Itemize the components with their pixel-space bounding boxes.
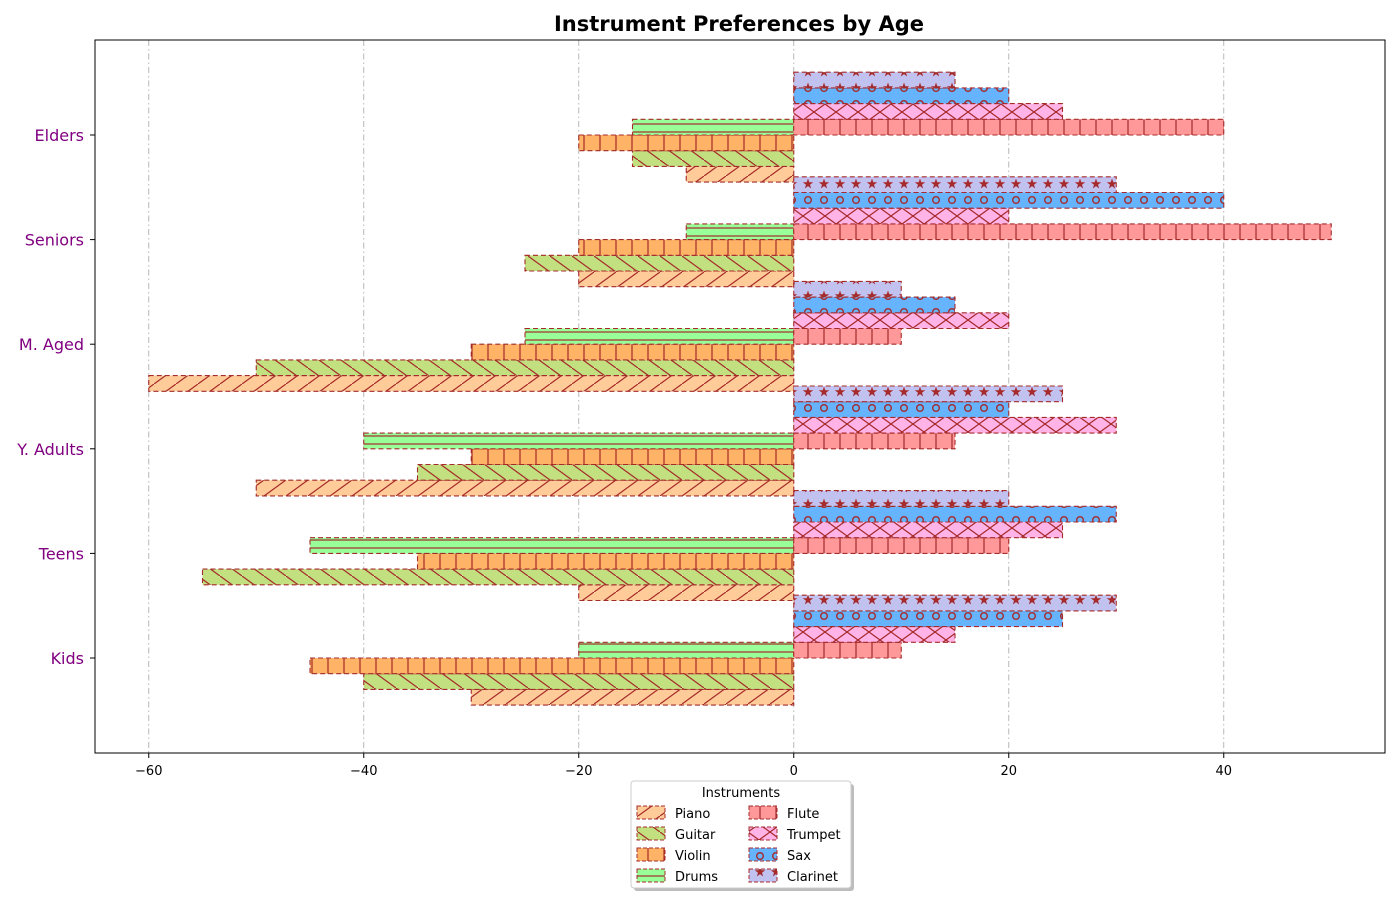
x-tick-label: 40 — [1215, 764, 1232, 779]
legend-item-clarinet: Clarinet — [748, 868, 838, 885]
y-tick-label: Teens — [38, 544, 84, 563]
bar-flute — [793, 432, 956, 450]
bar-guitar — [363, 673, 795, 690]
bar-drums — [524, 327, 795, 345]
legend-title: Instruments — [702, 786, 781, 801]
bar-trumpet — [793, 312, 1010, 330]
bar-violin — [578, 134, 795, 152]
legend-box — [630, 780, 852, 889]
x-axis: −60 −40 −20 0 20 40 — [135, 753, 1232, 779]
x-tick-label: 0 — [790, 764, 798, 779]
legend-item-flute: Flute — [748, 805, 819, 822]
bar-drums — [578, 641, 795, 659]
legend-label: Sax — [787, 849, 811, 864]
bar-guitar — [524, 254, 795, 272]
legend-label: Flute — [787, 807, 819, 822]
bar-drums — [363, 432, 795, 450]
bar-violin — [470, 343, 795, 361]
bar-drums — [309, 537, 795, 554]
bar-drums — [631, 118, 795, 136]
bar-clarinet — [793, 280, 902, 298]
legend-label: Drums — [675, 870, 718, 885]
bar-violin — [578, 239, 795, 256]
bar-sax — [793, 401, 1010, 418]
bar-guitar — [201, 568, 795, 586]
x-tick-label: −20 — [565, 764, 592, 779]
bar-trumpet — [793, 207, 1010, 225]
legend-label: Trumpet — [786, 828, 841, 843]
y-tick-label: Elders — [35, 126, 84, 145]
bar-sax — [793, 87, 1010, 105]
legend-label: Clarinet — [787, 870, 838, 885]
bar-flute — [793, 118, 1225, 136]
bar-clarinet — [793, 385, 1064, 403]
bars — [148, 71, 1332, 706]
bar-flute — [793, 223, 1332, 241]
bar-guitar — [255, 359, 795, 377]
y-tick-label: Kids — [51, 649, 84, 668]
bar-violin — [416, 552, 795, 570]
x-tick-label: −60 — [135, 764, 162, 779]
bar-sax — [793, 505, 1117, 523]
legend: Instruments Piano Guitar Violin Drums Flute T… — [630, 780, 854, 891]
bar-sax — [793, 610, 1064, 628]
bar-flute — [793, 327, 902, 345]
legend-item-sax: Sax — [748, 847, 811, 864]
bar-drums — [685, 223, 795, 241]
bar-trumpet — [793, 521, 1064, 539]
legend-item-drums: Drums — [636, 868, 718, 885]
bar-piano — [470, 688, 795, 706]
bar-trumpet — [793, 416, 1117, 434]
bar-violin — [309, 657, 795, 675]
legend-label: Piano — [675, 807, 710, 822]
bar-flute — [793, 641, 902, 659]
bar-piano — [578, 584, 795, 602]
legend-items: Piano Guitar Violin Drums Flute Trumpet Sax Cla… — [636, 805, 841, 885]
bar-flute — [793, 537, 1010, 554]
x-tick-label: 20 — [1000, 764, 1017, 779]
plot-frame — [94, 39, 1386, 754]
bar-trumpet — [793, 103, 1064, 120]
y-axis: Kids Teens Y. Adults M. Aged Seniors Elders — [16, 126, 95, 668]
bar-clarinet — [793, 594, 1117, 612]
bar-piano — [578, 270, 795, 288]
bar-piano — [255, 479, 795, 497]
chart-title: Instrument Preferences by Age — [554, 12, 924, 36]
legend-label: Guitar — [675, 828, 716, 843]
bar-guitar — [631, 150, 795, 167]
y-tick-label: Y. Adults — [16, 440, 84, 459]
legend-item-violin: Violin — [636, 847, 711, 864]
x-tick-label: −40 — [350, 764, 377, 779]
y-tick-label: M. Aged — [19, 335, 84, 354]
bar-guitar — [416, 463, 795, 481]
legend-label: Violin — [675, 849, 711, 864]
y-tick-label: Seniors — [25, 231, 84, 250]
bar-clarinet — [793, 176, 1117, 194]
legend-item-trumpet: Trumpet — [748, 826, 841, 843]
legend-item-guitar: Guitar — [636, 826, 716, 843]
bar-piano — [148, 375, 795, 392]
bar-trumpet — [793, 626, 956, 643]
bar-sax — [793, 296, 956, 314]
bar-sax — [793, 191, 1225, 209]
bar-clarinet — [793, 71, 956, 89]
legend-item-piano: Piano — [636, 805, 710, 822]
bar-clarinet — [793, 490, 1010, 507]
bar-piano — [685, 165, 795, 183]
bar-violin — [470, 448, 795, 466]
